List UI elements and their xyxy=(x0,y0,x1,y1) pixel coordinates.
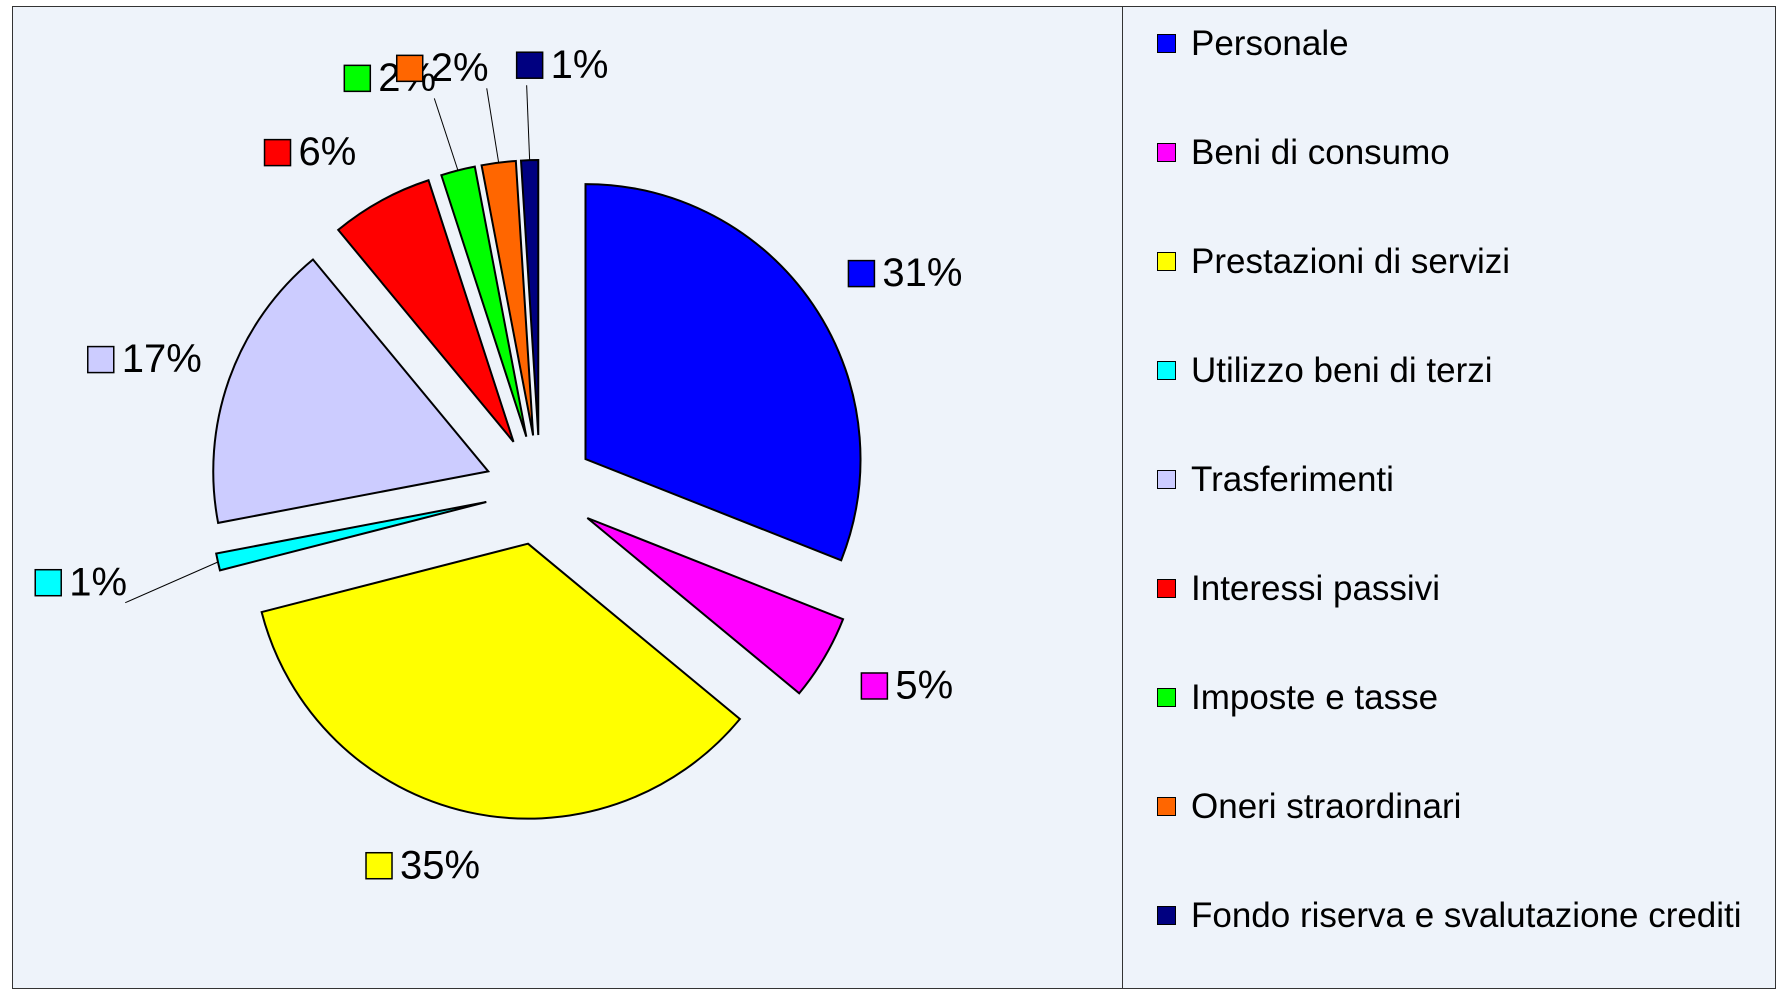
legend-label: Oneri straordinari xyxy=(1191,787,1462,826)
legend-item: Beni di consumo xyxy=(1157,129,1751,177)
legend-swatch xyxy=(1157,252,1176,271)
pie-chart: 31%5%35%1%17%6%2%2%1% xyxy=(34,43,962,887)
legend-label: Prestazioni di servizi xyxy=(1191,242,1510,281)
data-label-text: 35% xyxy=(400,843,480,887)
legend-swatch xyxy=(1157,688,1176,707)
legend-label: Trasferimenti xyxy=(1191,460,1394,499)
label-swatch xyxy=(343,64,372,93)
legend-label: Personale xyxy=(1191,24,1349,63)
data-label: 2% xyxy=(395,46,489,90)
data-label: 35% xyxy=(365,843,480,887)
pie-slice xyxy=(586,517,845,695)
data-label-text: 6% xyxy=(299,130,357,174)
pie-slice xyxy=(584,183,862,562)
pie-slice xyxy=(212,258,491,525)
leader-line xyxy=(125,561,219,604)
data-label-text: 17% xyxy=(122,337,202,381)
legend-label: Beni di consumo xyxy=(1191,133,1450,172)
legend: Personale Beni di consumo Prestazioni di s… xyxy=(1122,6,1778,989)
label-swatch xyxy=(515,51,544,79)
label-swatch xyxy=(34,568,62,597)
data-label-text: 31% xyxy=(882,251,962,295)
pie-slice xyxy=(519,159,540,436)
data-label: 1% xyxy=(515,43,609,87)
label-swatch xyxy=(395,54,424,83)
label-swatch xyxy=(87,345,115,374)
leader-line xyxy=(526,85,531,161)
leader-line xyxy=(486,88,500,163)
legend-swatch xyxy=(1157,906,1176,925)
label-swatch xyxy=(263,138,292,167)
legend-swatch xyxy=(1157,470,1176,489)
data-label-text: 2% xyxy=(431,46,489,90)
legend-item: Fondo riserva e svalutazione crediti xyxy=(1157,892,1751,940)
pie-slice xyxy=(336,179,515,443)
legend-label: Interessi passivi xyxy=(1191,569,1440,608)
legend-label: Imposte e tasse xyxy=(1191,678,1439,717)
legend-item: Utilizzo beni di terzi xyxy=(1157,347,1751,395)
data-label: 17% xyxy=(87,337,202,381)
legend-label: Utilizzo beni di terzi xyxy=(1191,351,1493,390)
legend-item: Oneri straordinari xyxy=(1157,783,1751,831)
data-label: 6% xyxy=(263,130,357,174)
legend-swatch xyxy=(1157,797,1176,816)
data-label-text: 5% xyxy=(895,664,953,708)
legend-swatch xyxy=(1157,361,1176,380)
legend-item: Personale xyxy=(1157,20,1751,68)
data-label: 31% xyxy=(847,251,962,295)
legend-label: Fondo riserva e svalutazione crediti xyxy=(1191,896,1742,935)
legend-swatch xyxy=(1157,34,1176,53)
data-label: 1% xyxy=(34,560,127,604)
legend-swatch xyxy=(1157,143,1176,162)
label-swatch xyxy=(860,672,889,700)
legend-item: Trasferimenti xyxy=(1157,456,1751,504)
legend-item: Interessi passivi xyxy=(1157,565,1751,613)
legend-swatch xyxy=(1157,579,1176,598)
label-swatch xyxy=(847,259,876,288)
data-label: 5% xyxy=(860,664,953,708)
label-swatch xyxy=(365,851,393,880)
data-label-text: 1% xyxy=(551,43,609,87)
data-label-text: 1% xyxy=(69,560,127,604)
pie-slice xyxy=(260,542,742,820)
legend-item: Imposte e tasse xyxy=(1157,674,1751,722)
legend-item: Prestazioni di servizi xyxy=(1157,238,1751,286)
leader-line xyxy=(433,98,459,171)
